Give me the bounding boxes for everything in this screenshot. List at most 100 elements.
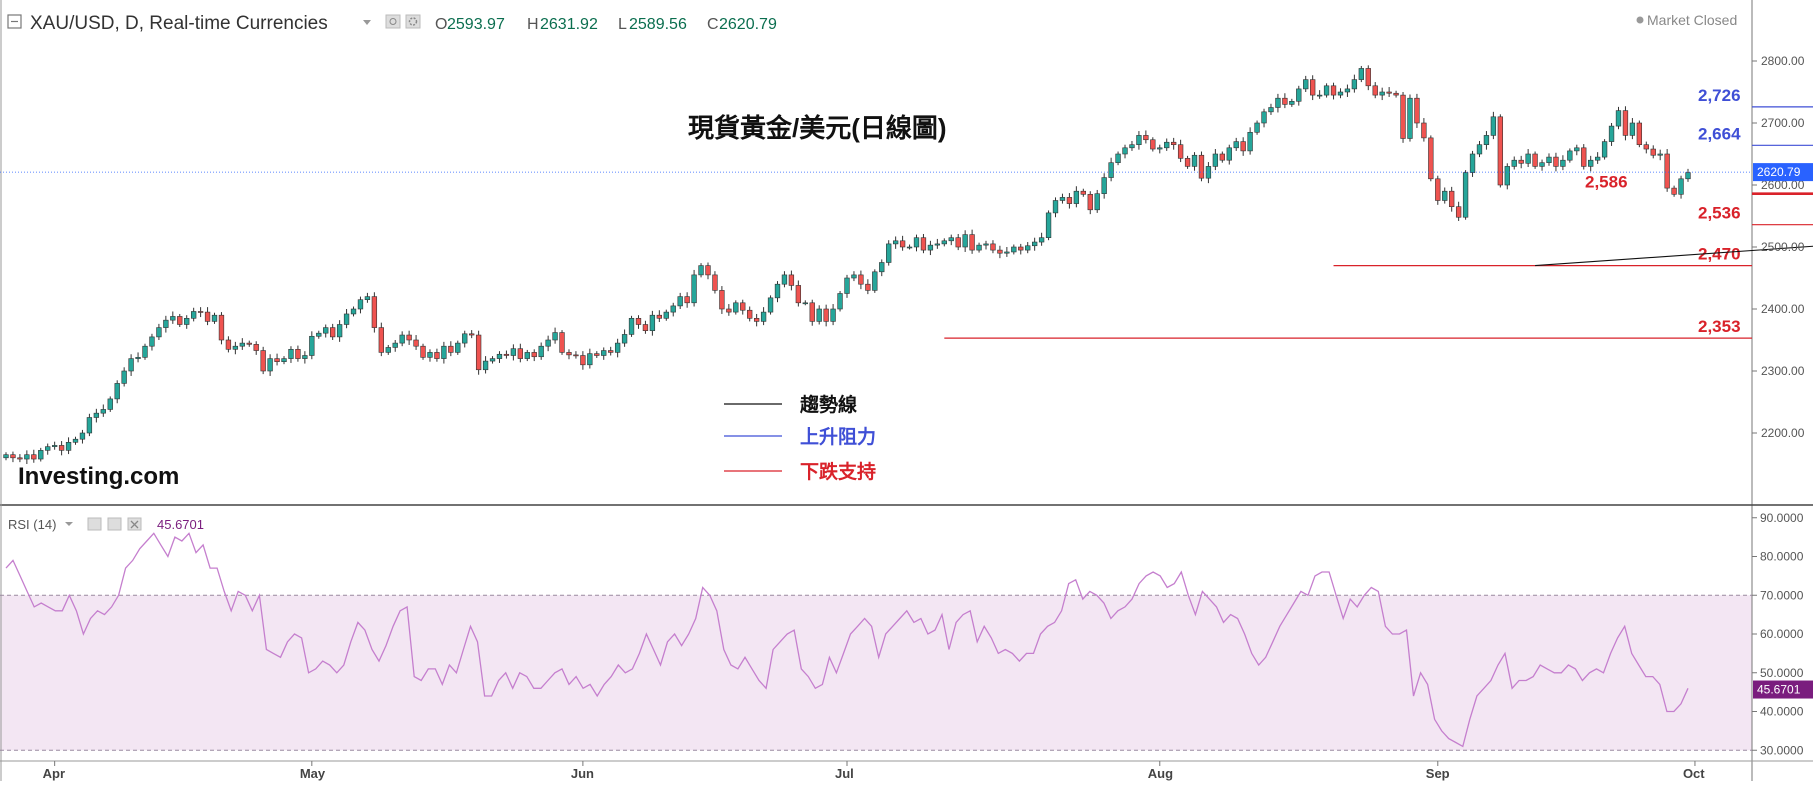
price-tick-label: 2700.00: [1761, 116, 1805, 130]
candle: [538, 342, 544, 360]
candle: [190, 307, 197, 322]
price-tick-label: 2800.00: [1761, 54, 1805, 68]
candle: [1122, 144, 1128, 159]
candle: [1289, 98, 1295, 107]
candle: [1177, 139, 1184, 163]
candle: [211, 312, 218, 324]
rsi-visibility-icon[interactable]: [87, 517, 102, 531]
candle: [58, 441, 65, 456]
collapse-icon[interactable]: [7, 14, 22, 29]
price-axis-layer: 2200.00 2300.00 2400.00 2500.00 2600.00 2700.…: [0, 54, 1813, 440]
rsi-title[interactable]: RSI (14): [8, 517, 56, 532]
candle: [628, 315, 635, 337]
candle: [448, 341, 454, 357]
rsi-tick-label: 80.0000: [1760, 550, 1804, 564]
candle: [614, 338, 621, 358]
price-tick-label: 2400.00: [1761, 302, 1805, 316]
candle-body: [712, 274, 718, 291]
candle-body: [489, 358, 496, 362]
candle-body: [705, 265, 711, 276]
candle-body: [823, 308, 829, 322]
candle: [1462, 170, 1469, 220]
rsi-settings-icon[interactable]: [107, 517, 122, 531]
candle: [1080, 188, 1086, 197]
candle: [1476, 140, 1483, 158]
candle: [218, 312, 225, 345]
candle: [462, 330, 468, 348]
candle-body: [1539, 162, 1545, 167]
candle: [371, 292, 378, 333]
candle: [781, 271, 788, 288]
candle: [795, 280, 802, 307]
candle: [1560, 155, 1566, 171]
candle-body: [1004, 251, 1010, 254]
candle-body: [670, 305, 676, 313]
candle: [441, 341, 447, 364]
candle-body: [844, 277, 850, 294]
rsi-dropdown-icon[interactable]: [65, 522, 73, 526]
close-value: 2620.79: [719, 16, 777, 33]
settings-icon-gear: [408, 17, 418, 26]
candle: [1650, 145, 1656, 159]
candle-body: [1289, 101, 1295, 105]
settings-icon[interactable]: [405, 14, 421, 29]
candle-body: [698, 265, 704, 276]
open-value: 2593.97: [447, 16, 505, 33]
candle-body: [767, 297, 774, 313]
candle: [399, 331, 405, 347]
candle-body: [371, 296, 378, 328]
candle: [1497, 114, 1504, 188]
candle: [858, 270, 864, 290]
level-label: 2,586: [1585, 173, 1628, 192]
candle: [1261, 108, 1267, 128]
candle: [232, 341, 239, 355]
candle: [1442, 187, 1448, 204]
candle: [767, 295, 774, 315]
visibility-icon[interactable]: [385, 14, 401, 29]
candle-body: [455, 342, 461, 353]
candle: [1574, 144, 1580, 156]
candle-body: [886, 243, 892, 263]
candle-body: [100, 409, 106, 414]
candle: [267, 354, 273, 376]
candle-body: [1254, 122, 1260, 133]
rsi-line: [5, 532, 1689, 748]
symbol-title[interactable]: XAU/USD, D, Real-time Currencies: [30, 13, 328, 34]
candle-body: [524, 352, 530, 359]
price-tick-label: 2200.00: [1761, 426, 1805, 440]
candle: [142, 343, 148, 360]
level-label: 2,536: [1698, 204, 1741, 223]
candle-body: [128, 358, 134, 372]
candle-body: [851, 274, 857, 279]
candle: [684, 292, 690, 308]
candle: [545, 335, 551, 352]
candle: [1101, 173, 1107, 199]
candle: [1045, 210, 1052, 241]
candle: [872, 269, 878, 293]
time-tick-label: May: [300, 766, 326, 781]
candle-body: [1171, 141, 1177, 146]
candle-body: [1226, 147, 1232, 161]
symbol-dropdown-icon[interactable]: [363, 20, 371, 25]
candle: [1435, 175, 1441, 205]
candle: [1372, 82, 1378, 99]
candle: [941, 238, 947, 247]
candle: [1323, 83, 1330, 98]
candle-body: [184, 317, 190, 325]
candle-body: [1310, 79, 1316, 96]
candle-body: [962, 234, 968, 248]
candle: [573, 351, 579, 359]
candle-body: [1421, 122, 1427, 139]
candle: [1622, 106, 1629, 141]
visibility-icon-eye: [389, 18, 397, 25]
candle: [38, 447, 44, 462]
candle-body: [517, 348, 523, 359]
candle: [1483, 131, 1490, 150]
rsi-tick-label: 60.0000: [1760, 627, 1804, 641]
rsi-value: 45.6701: [157, 517, 204, 532]
candle-body: [1365, 68, 1371, 87]
candle: [1421, 118, 1427, 142]
candle: [135, 352, 141, 363]
candle: [753, 313, 760, 327]
levels-layer: 2,726 2,664 2,586 2,536 2,470 2,353: [944, 86, 1813, 339]
